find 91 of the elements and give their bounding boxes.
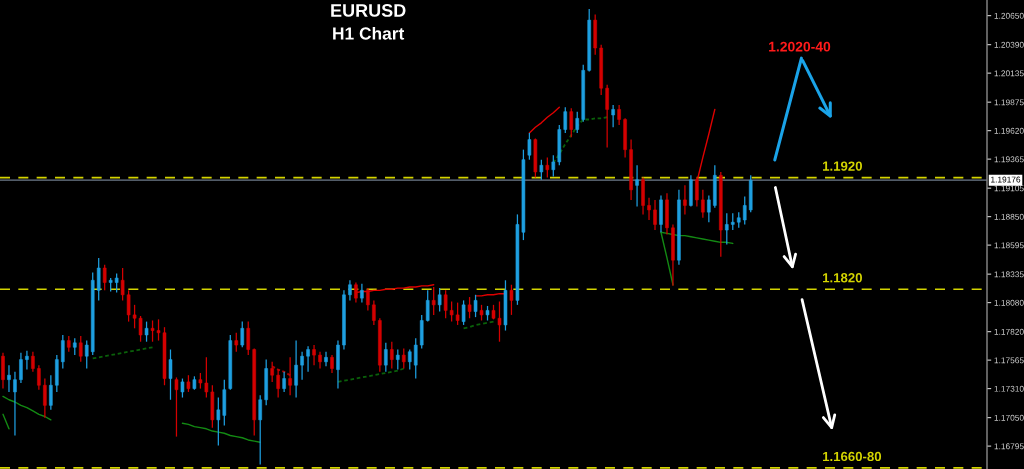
candlestick [707, 194, 711, 223]
candlestick [742, 195, 747, 226]
ref-line-label: 1.1920 [823, 161, 862, 171]
candlestick [611, 104, 615, 128]
candlestick [605, 84, 609, 149]
candlestick [37, 364, 41, 391]
y-tick-label: 1.18850 [994, 213, 1024, 220]
candlestick [575, 111, 580, 134]
candlestick [695, 176, 699, 208]
ref-line-label: 1.1820 [823, 273, 862, 283]
candlestick [7, 364, 11, 393]
candlestick [300, 351, 304, 381]
candlestick [725, 212, 729, 246]
candlestick [431, 286, 436, 316]
y-tick-label: 1.17820 [994, 328, 1024, 335]
candlestick [348, 279, 352, 302]
annotation: 1.2020-40 [769, 41, 831, 52]
y-tick-label: 1.20650 [994, 12, 1024, 19]
candlestick [407, 348, 412, 371]
candlestick [683, 184, 687, 216]
chart-title: EURUSD [331, 4, 406, 17]
candlestick [49, 374, 53, 411]
y-tick-label: 1.18335 [994, 271, 1024, 278]
candlestick [653, 199, 657, 231]
candlestick [43, 377, 47, 419]
y-tick-label: 1.17310 [994, 385, 1024, 392]
candlestick [467, 296, 472, 319]
text: H1 Chart [333, 26, 405, 40]
y-tick-label: 1.19105 [994, 185, 1024, 192]
candlestick [246, 320, 251, 356]
candlestick [240, 320, 245, 348]
candlestick [258, 394, 262, 466]
ref-line-label: 1.19176 [991, 176, 1021, 183]
line-series [271, 365, 292, 377]
candlestick [539, 159, 544, 181]
candlestick [413, 337, 418, 380]
ref-line-label: 1.1660-80 [823, 451, 882, 462]
candlestick [312, 344, 316, 366]
candlestick [396, 348, 400, 371]
candlestick [701, 189, 705, 219]
candlestick [527, 132, 532, 161]
candlestick [294, 339, 298, 399]
y-tick-label: 1.16795 [994, 443, 1024, 450]
candlestick [563, 106, 568, 134]
candlestick [473, 294, 478, 318]
candlestick [282, 371, 286, 393]
candlestick [306, 345, 310, 373]
candlestick [437, 287, 442, 313]
y-tick-label: 1.18595 [994, 242, 1024, 249]
y-tick-label: 1.19365 [994, 156, 1024, 163]
candlestick [174, 376, 179, 438]
candlestick [384, 342, 388, 373]
candlestick [270, 361, 274, 383]
candlestick [19, 352, 23, 384]
y-tick-label: 1.19620 [994, 127, 1024, 134]
candlestick [216, 396, 221, 447]
candlestick [647, 197, 651, 221]
y-tick-label: 1.20390 [994, 41, 1024, 48]
candlestick [61, 334, 65, 370]
candlestick [425, 289, 430, 323]
candlestick [13, 371, 17, 437]
candlestick [1, 352, 5, 390]
candlestick [545, 156, 550, 179]
candlestick [390, 341, 394, 370]
candlestick [276, 368, 280, 399]
candlestick [509, 284, 514, 316]
candlestick [168, 348, 173, 401]
candlestick [402, 347, 406, 370]
candlestick [234, 332, 239, 353]
candlestick [288, 356, 292, 396]
candlestick [569, 107, 574, 138]
candlestick [180, 377, 185, 399]
candlestick [78, 335, 83, 363]
candlestick [635, 164, 639, 208]
candlestick [617, 104, 621, 126]
candlestick [372, 299, 376, 326]
candlestick [461, 299, 466, 326]
candlestick [144, 320, 149, 343]
candlestick [84, 339, 89, 370]
candlestick [102, 264, 107, 291]
y-tick-label: 1.20135 [994, 70, 1024, 77]
y-tick-label: 1.19875 [994, 99, 1024, 106]
y-tick-label: 1.17050 [994, 414, 1024, 421]
candlestick [551, 154, 556, 178]
candlestick [360, 283, 364, 304]
y-tick-label: 1.17565 [994, 357, 1024, 364]
candlestick [25, 350, 29, 371]
y-tick-label: 1.18080 [994, 299, 1024, 306]
candlestick [31, 351, 35, 373]
candlestick [96, 257, 101, 302]
candlestick [324, 351, 328, 367]
